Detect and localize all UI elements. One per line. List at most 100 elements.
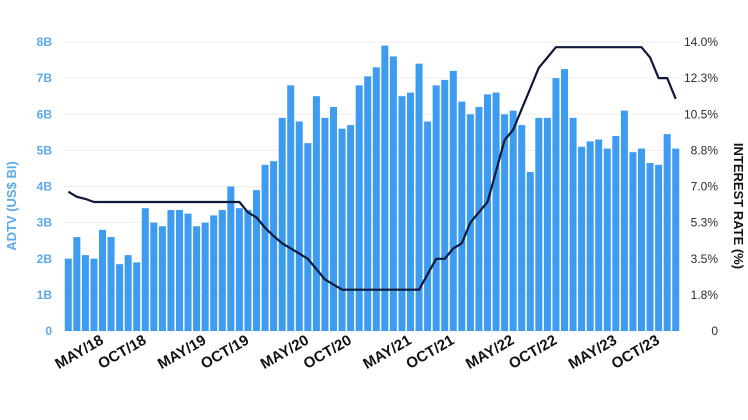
- bar: [329, 107, 338, 332]
- bar: [244, 209, 252, 331]
- x-tick-label: MAY/18: [52, 332, 106, 373]
- left-axis-ticks: 0 1B 2B 3B 4B 5B 6B 7B 8B: [37, 35, 53, 338]
- bar: [321, 117, 329, 331]
- bar: [595, 139, 603, 331]
- bar: [637, 148, 646, 331]
- bar: [646, 163, 654, 331]
- left-tick-label: 7B: [37, 71, 53, 85]
- bar: [663, 134, 671, 331]
- bar: [398, 96, 406, 331]
- bar: [184, 213, 192, 331]
- bar: [655, 164, 663, 331]
- bar: [441, 79, 449, 332]
- bar: [355, 85, 363, 331]
- bar: [501, 114, 509, 331]
- bar: [81, 255, 89, 331]
- bar: [620, 110, 628, 331]
- bar: [175, 209, 184, 331]
- bar: [133, 262, 141, 331]
- right-tick-label: 8.8%: [691, 143, 719, 157]
- x-tick-label: MAY/19: [155, 332, 209, 373]
- right-axis-label: INTEREST RATE (%): [731, 143, 746, 269]
- bar: [526, 172, 534, 331]
- bar: [560, 69, 569, 331]
- x-tick-label: OCT/22: [506, 332, 560, 373]
- bar: [73, 237, 81, 331]
- bar: [141, 208, 149, 331]
- bar: [492, 92, 500, 331]
- bar: [158, 226, 166, 331]
- bar: [107, 237, 115, 331]
- bar: [578, 146, 586, 331]
- bar: [278, 117, 286, 331]
- bar: [304, 143, 312, 331]
- right-tick-label: 0: [711, 324, 718, 338]
- bar: [193, 226, 201, 331]
- bar: [381, 45, 389, 332]
- bar: [235, 208, 243, 331]
- bar: [364, 76, 372, 331]
- bar: [261, 164, 269, 331]
- x-tick-label: OCT/18: [95, 332, 149, 373]
- right-tick-label: 12.3%: [684, 71, 718, 85]
- interest-rate-line: [67, 46, 677, 291]
- bar: [201, 222, 209, 331]
- bar: [603, 148, 611, 331]
- bar: [483, 94, 492, 331]
- bar: [372, 67, 380, 331]
- bar: [406, 92, 415, 331]
- bar: [270, 161, 278, 331]
- x-tick-label: MAY/20: [258, 332, 312, 373]
- bar: [415, 63, 423, 332]
- line-series-interest-rate: [67, 46, 677, 291]
- bar: [509, 110, 517, 331]
- bar: [312, 96, 320, 331]
- bar: [347, 125, 355, 332]
- left-tick-label: 1B: [37, 288, 53, 302]
- right-tick-label: 7.0%: [691, 180, 719, 194]
- right-tick-label: 5.3%: [691, 216, 719, 230]
- x-tick-label: MAY/22: [463, 332, 517, 373]
- bar: [449, 70, 457, 332]
- bar: [543, 117, 551, 331]
- right-axis-ticks: 0 1.8% 3.5% 5.3% 7.0% 8.8% 10.5% 12.3% 14.0%: [684, 35, 718, 338]
- bar: [90, 258, 98, 331]
- bar: [629, 152, 637, 331]
- right-tick-label: 10.5%: [684, 107, 718, 121]
- bar: [150, 222, 158, 331]
- x-tick-label: MAY/21: [360, 332, 414, 373]
- bar: [116, 264, 124, 331]
- bar: [424, 121, 432, 331]
- bar: [64, 258, 72, 331]
- bar: [552, 78, 560, 331]
- bar: [252, 190, 261, 331]
- left-tick-label: 5B: [37, 143, 53, 157]
- bar: [338, 128, 346, 331]
- x-tick-label: OCT/19: [198, 332, 252, 373]
- gridlines: [64, 41, 680, 332]
- bar: [475, 107, 483, 332]
- bar: [535, 117, 543, 331]
- bar: [98, 229, 107, 331]
- left-tick-label: 0: [45, 324, 52, 338]
- bar: [210, 215, 218, 331]
- right-tick-label: 14.0%: [684, 35, 718, 49]
- right-tick-label: 3.5%: [691, 252, 719, 266]
- bar: [218, 209, 226, 331]
- x-tick-label: MAY/23: [566, 332, 620, 373]
- left-tick-label: 6B: [37, 107, 53, 121]
- bar: [389, 56, 397, 331]
- x-tick-label: OCT/23: [609, 332, 663, 373]
- left-tick-label: 2B: [37, 252, 53, 266]
- right-tick-label: 1.8%: [691, 288, 719, 302]
- bar: [124, 255, 132, 331]
- bar: [612, 135, 620, 331]
- bar: [458, 101, 466, 331]
- bar: [295, 121, 303, 331]
- bar: [569, 117, 577, 331]
- bar: [167, 209, 175, 331]
- left-axis-label: ADTV (US$ BI): [4, 161, 19, 251]
